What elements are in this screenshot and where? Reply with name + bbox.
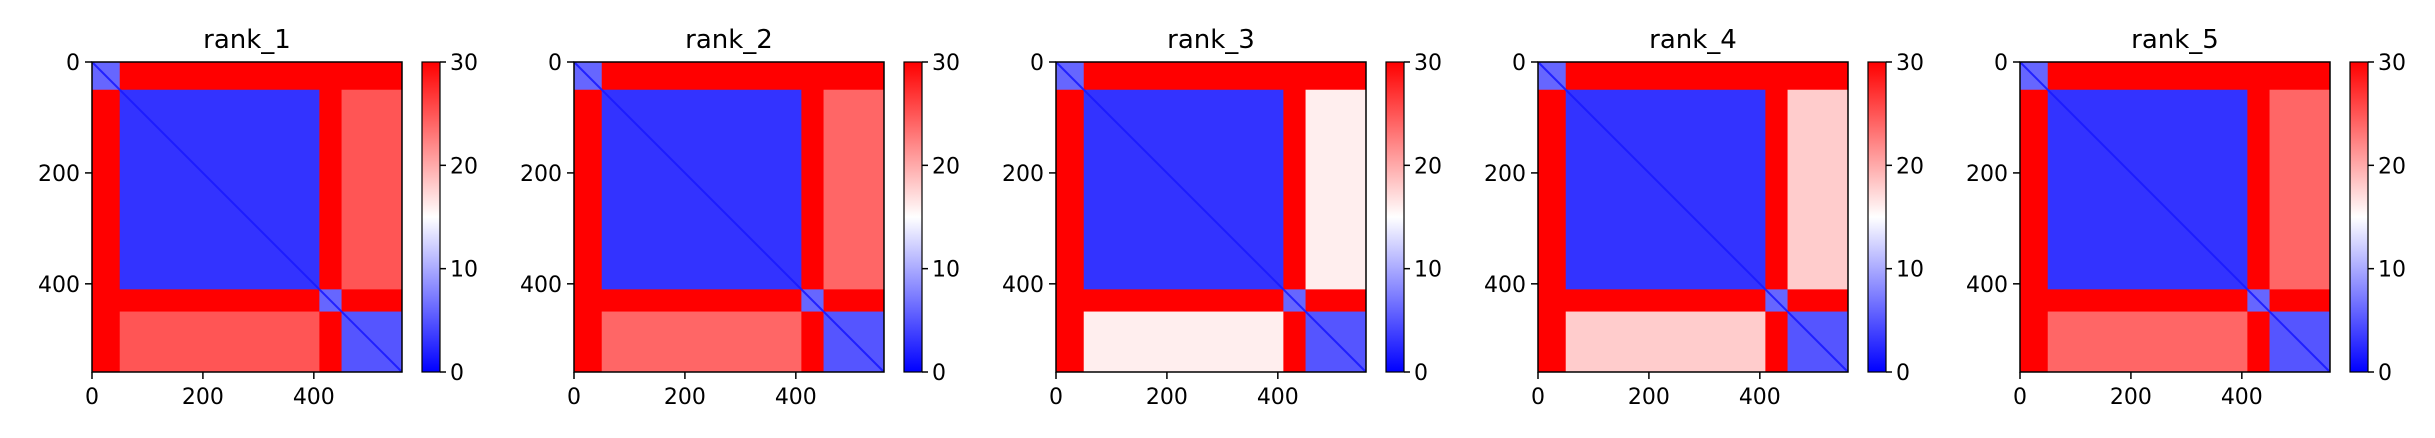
x-tick-label: 400 [1257, 385, 1299, 410]
y-tick-label: 400 [38, 273, 80, 298]
colorbar [1385, 61, 1405, 373]
x-tick-label: 400 [775, 385, 817, 410]
y-tick-label: 0 [1994, 51, 2008, 76]
heatmap-panel-2: rank_2 0 200 400 0 200 400 0 10 20 30 [520, 25, 960, 410]
heatmap-block [341, 89, 402, 290]
y-tick-label: 200 [520, 162, 562, 187]
heatmap-block [1565, 311, 1766, 372]
colorbar-tick-label: 30 [450, 51, 478, 76]
axes-frame [91, 61, 403, 373]
colorbar-tick-label: 0 [2378, 361, 2392, 386]
y-tick-label: 400 [1002, 273, 1044, 298]
colorbar-tick-label: 0 [932, 361, 946, 386]
x-tick-label: 0 [567, 385, 581, 410]
heatmap-block [2269, 89, 2330, 290]
colorbar [1867, 61, 1887, 373]
axes-frame [573, 61, 885, 373]
colorbar-tick-label: 30 [1896, 51, 1924, 76]
heatmap-diagonal [1055, 61, 1367, 373]
y-tick-label: 200 [1484, 162, 1526, 187]
colorbar-tick-label: 30 [932, 51, 960, 76]
x-tick-label: 200 [2110, 385, 2152, 410]
x-tick-label: 400 [293, 385, 335, 410]
heatmap-block [1083, 311, 1284, 372]
heatmap-block [601, 311, 802, 372]
x-tick-label: 0 [2013, 385, 2027, 410]
colorbar-tick-label: 0 [1414, 361, 1428, 386]
x-tick-label: 200 [664, 385, 706, 410]
colorbar-tick-label: 20 [1414, 154, 1442, 179]
colorbar-tick-label: 0 [1896, 361, 1910, 386]
x-tick-label: 200 [182, 385, 224, 410]
y-tick-label: 0 [1030, 51, 1044, 76]
panel-title: rank_3 [1167, 25, 1255, 55]
x-tick-label: 400 [1739, 385, 1781, 410]
y-tick-label: 0 [1512, 51, 1526, 76]
heatmap-panel-5: rank_5 0 200 400 0 200 400 0 10 20 30 [1966, 25, 2406, 410]
x-tick-label: 400 [2221, 385, 2263, 410]
axes-frame [1055, 61, 1367, 373]
heatmap-block [1787, 89, 1848, 290]
heatmap-diagonal [91, 61, 403, 373]
colorbar [2349, 61, 2369, 373]
colorbar-tick-label: 20 [2378, 154, 2406, 179]
colorbar-tick-label: 20 [1896, 154, 1924, 179]
heatmap-diagonal [2019, 61, 2331, 373]
heatmap-panel-3: rank_3 0 200 400 0 200 400 0 10 20 30 [1002, 25, 1442, 410]
colorbar-tick-label: 10 [2378, 258, 2406, 283]
heatmap-panel-1: rank_1 0 200 400 0 200 400 0 10 20 30 [38, 25, 478, 410]
axes-frame [1537, 61, 1849, 373]
colorbar-tick-label: 10 [932, 258, 960, 283]
colorbar-tick-label: 10 [1896, 258, 1924, 283]
axes-frame [2019, 61, 2331, 373]
heatmap-panel-4: rank_4 0 200 400 0 200 400 0 10 20 30 [1484, 25, 1924, 410]
colorbar-tick-label: 10 [450, 258, 478, 283]
y-tick-label: 200 [1002, 162, 1044, 187]
x-tick-label: 200 [1628, 385, 1670, 410]
heatmap-block [119, 311, 320, 372]
y-tick-label: 200 [1966, 162, 2008, 187]
panel-title: rank_5 [2131, 25, 2219, 55]
colorbar-tick-label: 20 [450, 154, 478, 179]
panel-title: rank_2 [685, 25, 773, 55]
y-tick-label: 400 [1966, 273, 2008, 298]
x-tick-label: 0 [1049, 385, 1063, 410]
colorbar-tick-label: 10 [1414, 258, 1442, 283]
heatmap-diagonal [1537, 61, 1849, 373]
colorbar-tick-label: 30 [2378, 51, 2406, 76]
y-tick-label: 0 [548, 51, 562, 76]
x-tick-label: 0 [85, 385, 99, 410]
heatmap-diagonal [573, 61, 885, 373]
panel-title: rank_4 [1649, 25, 1737, 55]
y-tick-label: 0 [66, 51, 80, 76]
colorbar [903, 61, 923, 373]
colorbar-tick-label: 20 [932, 154, 960, 179]
heatmap-block [2047, 311, 2248, 372]
heatmap-block [823, 89, 884, 290]
y-tick-label: 400 [1484, 273, 1526, 298]
x-tick-label: 0 [1531, 385, 1545, 410]
heatmap-block [1305, 89, 1366, 290]
x-tick-label: 200 [1146, 385, 1188, 410]
y-tick-label: 200 [38, 162, 80, 187]
colorbar [421, 61, 441, 373]
colorbar-tick-label: 30 [1414, 51, 1442, 76]
colorbar-tick-label: 0 [450, 361, 464, 386]
y-tick-label: 400 [520, 273, 562, 298]
panel-title: rank_1 [203, 25, 291, 55]
